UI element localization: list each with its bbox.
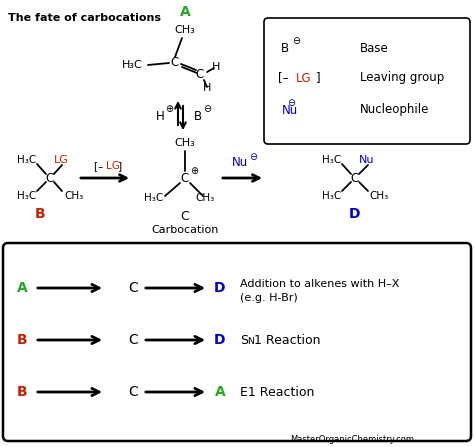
Text: C: C bbox=[181, 172, 189, 185]
Text: D: D bbox=[349, 207, 361, 221]
Text: H: H bbox=[155, 110, 164, 122]
Text: [–: [– bbox=[278, 72, 292, 84]
Text: LG: LG bbox=[54, 155, 69, 165]
Text: C: C bbox=[46, 172, 54, 185]
Text: N: N bbox=[247, 337, 254, 346]
Text: CH₃: CH₃ bbox=[369, 191, 388, 201]
Text: D: D bbox=[214, 281, 226, 295]
Text: The fate of carbocations: The fate of carbocations bbox=[8, 13, 161, 23]
Text: C: C bbox=[351, 172, 359, 185]
Text: CH₃: CH₃ bbox=[174, 25, 195, 35]
Text: ]: ] bbox=[118, 161, 122, 171]
FancyBboxPatch shape bbox=[264, 18, 470, 144]
Text: B: B bbox=[17, 333, 27, 347]
Text: A: A bbox=[17, 281, 27, 295]
Text: ⊕: ⊕ bbox=[165, 104, 173, 114]
Text: B: B bbox=[281, 42, 289, 55]
Text: Nu: Nu bbox=[359, 155, 374, 165]
Text: H: H bbox=[212, 62, 220, 72]
Text: S: S bbox=[240, 333, 248, 346]
Text: C: C bbox=[196, 68, 204, 81]
Text: C: C bbox=[181, 210, 190, 223]
Text: E1 Reaction: E1 Reaction bbox=[240, 385, 314, 398]
Text: H₃C: H₃C bbox=[17, 155, 36, 165]
Text: B: B bbox=[17, 385, 27, 399]
Text: Carbocation: Carbocation bbox=[151, 225, 219, 235]
Text: A: A bbox=[215, 385, 225, 399]
Text: ⊖: ⊖ bbox=[249, 152, 257, 162]
Text: LG: LG bbox=[296, 72, 311, 84]
Text: Nu: Nu bbox=[282, 104, 298, 117]
Text: 1 Reaction: 1 Reaction bbox=[254, 333, 320, 346]
Text: H: H bbox=[203, 83, 211, 93]
Text: Nu: Nu bbox=[232, 156, 248, 169]
Text: ]: ] bbox=[316, 72, 320, 84]
Text: C: C bbox=[128, 333, 138, 347]
Text: H₃C: H₃C bbox=[322, 155, 341, 165]
Text: ⊖: ⊖ bbox=[203, 104, 211, 114]
Text: B: B bbox=[194, 110, 202, 122]
Text: CH₃: CH₃ bbox=[174, 138, 195, 148]
Text: CH₃: CH₃ bbox=[64, 191, 83, 201]
Text: D: D bbox=[214, 333, 226, 347]
Text: LG: LG bbox=[106, 161, 120, 171]
Text: CH₃: CH₃ bbox=[195, 193, 214, 203]
Text: ⊖: ⊖ bbox=[292, 36, 300, 46]
Text: A: A bbox=[180, 5, 191, 19]
Text: (e.g. H-Br): (e.g. H-Br) bbox=[240, 293, 298, 303]
Text: C: C bbox=[128, 281, 138, 295]
Text: Leaving group: Leaving group bbox=[360, 72, 444, 84]
Text: ⊕: ⊕ bbox=[190, 166, 198, 176]
Text: MasterOrganicChemistry.com: MasterOrganicChemistry.com bbox=[290, 435, 414, 444]
Text: ⊖: ⊖ bbox=[287, 98, 295, 108]
Text: H₃C: H₃C bbox=[17, 191, 36, 201]
Text: [–: [– bbox=[94, 161, 107, 171]
Text: H₃C: H₃C bbox=[122, 60, 143, 70]
Text: Nucleophile: Nucleophile bbox=[360, 104, 429, 117]
FancyBboxPatch shape bbox=[3, 243, 471, 441]
Text: H₃C: H₃C bbox=[144, 193, 163, 203]
Text: Addition to alkenes with H–X: Addition to alkenes with H–X bbox=[240, 279, 400, 289]
Text: Base: Base bbox=[360, 42, 389, 55]
Text: C: C bbox=[171, 55, 179, 68]
Text: B: B bbox=[35, 207, 46, 221]
Text: H₃C: H₃C bbox=[322, 191, 341, 201]
Text: C: C bbox=[128, 385, 138, 399]
